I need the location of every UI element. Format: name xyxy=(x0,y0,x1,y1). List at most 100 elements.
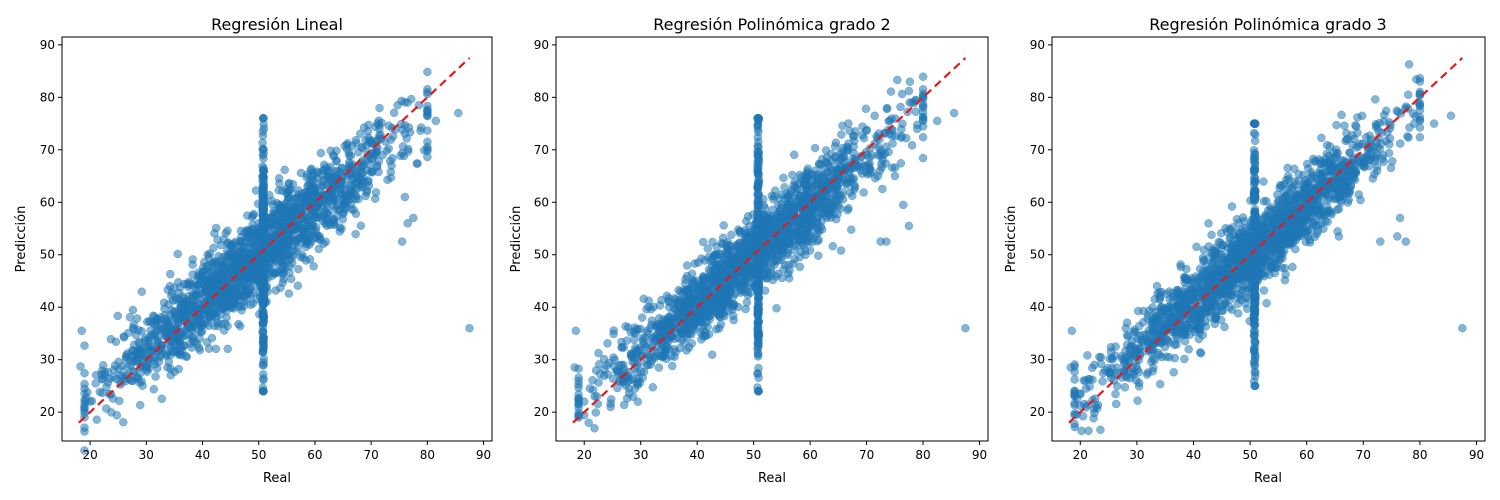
scatter-point xyxy=(324,172,333,182)
scatter-point xyxy=(374,156,383,166)
scatter-point xyxy=(312,213,321,222)
scatter-point xyxy=(173,319,183,329)
scatter-point xyxy=(100,368,109,377)
cluster-point xyxy=(753,386,763,396)
scatter-point xyxy=(113,311,123,321)
y-tick-label: 20 xyxy=(40,405,55,419)
scatter-point xyxy=(602,361,612,370)
scatter-point xyxy=(859,188,868,197)
scatter-point xyxy=(356,129,365,138)
x-tick-label: 70 xyxy=(364,448,379,462)
cluster-point xyxy=(258,346,268,356)
scatter-point xyxy=(330,219,339,228)
cluster-point xyxy=(753,338,763,348)
scatter-point xyxy=(204,313,214,322)
scatter-point xyxy=(309,262,318,271)
scatter-point xyxy=(886,87,896,96)
outlier-point xyxy=(876,237,885,246)
cluster-point xyxy=(258,295,268,304)
scatter-point xyxy=(292,222,302,232)
scatter-point xyxy=(223,321,232,331)
cluster-point xyxy=(259,279,268,288)
scatter-point xyxy=(698,325,707,335)
scatter-point xyxy=(80,427,89,436)
cluster-point xyxy=(258,308,268,318)
scatter-point xyxy=(779,173,788,183)
scatter-point xyxy=(657,351,667,361)
scatter-point xyxy=(790,227,799,236)
scatter-point xyxy=(280,165,289,175)
scatter-point xyxy=(813,180,822,189)
outlier-point xyxy=(570,363,579,372)
scatter-point xyxy=(195,345,205,355)
scatter-point xyxy=(888,139,897,148)
y-axis-label: Predicción xyxy=(1004,206,1019,273)
scatter-point xyxy=(208,280,218,289)
scatter-point xyxy=(270,215,280,225)
scatter-point xyxy=(742,247,752,257)
scatter-point xyxy=(352,171,361,181)
outlier-point xyxy=(76,362,85,371)
cluster-point xyxy=(753,352,763,361)
scatter-point xyxy=(1395,139,1405,148)
y-tick-label: 60 xyxy=(534,195,549,209)
scatter-point xyxy=(714,324,724,333)
scatter-point xyxy=(717,268,727,278)
scatter-point xyxy=(159,298,169,307)
outlier-point xyxy=(585,384,595,393)
scatter-point xyxy=(111,337,121,347)
scatter-point xyxy=(687,269,697,278)
scatter-point xyxy=(911,107,921,117)
scatter-point xyxy=(271,286,280,295)
outlier-point xyxy=(907,98,917,107)
scatter-point xyxy=(1098,377,1107,386)
scatter-point xyxy=(423,67,432,77)
scatter-point xyxy=(204,253,214,262)
scatter-point xyxy=(126,361,135,370)
scatter-point xyxy=(349,205,358,215)
y-tick-label: 60 xyxy=(40,195,55,209)
y-tick-label: 90 xyxy=(40,38,55,52)
scatter-point xyxy=(720,287,729,296)
scatter-point xyxy=(664,344,674,354)
scatter-point xyxy=(708,237,717,247)
scatter-point xyxy=(742,271,752,280)
scatter-point xyxy=(633,397,643,406)
scatter-point xyxy=(834,201,843,211)
scatter-point xyxy=(698,237,708,247)
scatter-point xyxy=(273,259,283,268)
scatter-point xyxy=(246,283,255,293)
scatter-point xyxy=(1262,298,1271,308)
scatter-point xyxy=(874,143,883,152)
scatter-point xyxy=(697,254,706,263)
scatter-point xyxy=(326,146,335,155)
cluster-point xyxy=(753,329,763,338)
x-tick-label: 90 xyxy=(476,448,491,462)
scatter-point xyxy=(683,285,693,294)
scatter-point xyxy=(918,112,928,122)
scatter-point xyxy=(124,328,133,338)
y-tick-label: 30 xyxy=(534,353,549,367)
cluster-point xyxy=(753,232,763,241)
scatter-point xyxy=(893,75,902,85)
scatter-point xyxy=(813,228,823,238)
scatter-point xyxy=(107,408,116,417)
scatter-point xyxy=(420,146,429,155)
outlier-point xyxy=(91,379,100,388)
scatter-point xyxy=(682,261,692,270)
x-axis-label: Real xyxy=(1254,471,1282,486)
scatter-point xyxy=(594,378,603,387)
panel-title: Regresión Polinómica grado 2 xyxy=(653,15,890,34)
cluster-point xyxy=(753,272,763,281)
scatter-point xyxy=(234,319,243,329)
scatter-point xyxy=(83,388,92,397)
outlier-point xyxy=(431,116,441,126)
scatter-point xyxy=(772,210,782,219)
scatter-point xyxy=(719,221,728,230)
scatter-point xyxy=(772,304,781,313)
scatter-point xyxy=(302,170,312,179)
scatter-point xyxy=(723,242,732,252)
cluster-point xyxy=(753,295,763,305)
scatter-point xyxy=(319,160,329,170)
cluster-point xyxy=(259,207,268,216)
